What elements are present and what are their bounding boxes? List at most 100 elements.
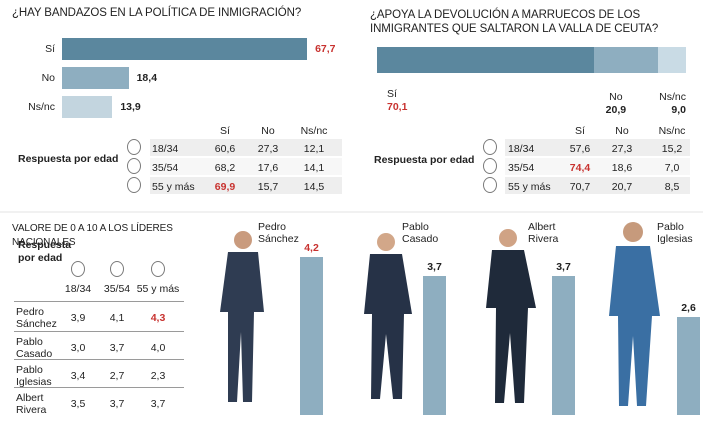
- cell: 70,7: [569, 181, 591, 193]
- cell: 68,2: [214, 162, 236, 174]
- bar: [677, 316, 700, 415]
- cell: 4,1: [109, 312, 125, 324]
- leader-figure: [364, 233, 412, 399]
- chart-title: VALORE DE 0 A 10 A LOS LÍDERES NACIONALE…: [12, 223, 173, 248]
- column-header: Ns/nc: [658, 125, 686, 137]
- column-header: No: [615, 125, 629, 137]
- category-label: No: [41, 72, 55, 84]
- chart-title: ¿HAY BANDAZOS EN LA POLÍTICA DE INMIGRAC…: [12, 7, 302, 19]
- cell: 3,5: [70, 398, 86, 410]
- row-label: Albert Rivera: [16, 392, 47, 416]
- cell: 3,7: [109, 342, 125, 354]
- value-label: 3,7: [556, 260, 571, 273]
- cell: 69,9: [214, 181, 236, 193]
- row-background: [505, 158, 690, 175]
- cell: 3,0: [70, 342, 86, 354]
- cell: 20,7: [611, 181, 633, 193]
- leader-figure: [486, 229, 536, 403]
- cell: 2,3: [150, 370, 166, 382]
- bar: [300, 256, 323, 415]
- bar: [62, 38, 308, 60]
- leader-name: Pablo Iglesias: [657, 221, 693, 245]
- chart-title: ¿APOYA LA DEVOLUCIÓN A MARRUECOS DE LOS …: [370, 9, 659, 35]
- age-icon: [127, 158, 141, 174]
- cell: 18,6: [611, 162, 633, 174]
- row-background: [150, 139, 342, 156]
- bar-segment: [377, 47, 594, 73]
- bar: [62, 96, 113, 118]
- age-icon: [483, 139, 497, 155]
- row-divider: [14, 331, 184, 332]
- value-label: 2,6: [681, 301, 696, 314]
- cell: 14,1: [303, 162, 325, 174]
- row-label: 55 y más: [152, 181, 195, 193]
- column-header: 35/54: [103, 283, 131, 295]
- bar-segment: [593, 47, 659, 73]
- cell: 4,0: [150, 342, 166, 354]
- row-background: [505, 139, 690, 156]
- row-divider: [14, 359, 184, 360]
- age-icon: [483, 177, 497, 193]
- row-background: [505, 177, 690, 194]
- row-label: 18/34: [152, 143, 179, 155]
- leader-name: Pablo Casado: [402, 221, 439, 245]
- column-header: Ns/nc: [300, 125, 328, 137]
- age-icon: [127, 177, 141, 193]
- row-background: [150, 158, 342, 175]
- age-icon: [110, 261, 124, 277]
- column-header: 18/34: [64, 283, 92, 295]
- cell: 60,6: [214, 143, 236, 155]
- category-label: Ns/nc: [28, 101, 55, 113]
- cell: 4,3: [150, 312, 166, 324]
- bar: [552, 275, 575, 415]
- age-icon: [127, 139, 141, 155]
- value-label: 4,2: [304, 241, 319, 254]
- category-label: Sí: [45, 43, 55, 55]
- row-label: 35/54: [152, 162, 179, 174]
- leader-name: Albert Rivera: [528, 221, 559, 245]
- row-label: 55 y más: [508, 181, 551, 193]
- cell: 3,4: [70, 370, 86, 382]
- cell: 3,7: [109, 398, 125, 410]
- category-label: Ns/nc: [659, 91, 686, 103]
- value-label: 3,7: [427, 260, 442, 273]
- row-label: Pablo Iglesias: [16, 364, 52, 388]
- cell: 17,6: [257, 162, 279, 174]
- age-icon: [151, 261, 165, 277]
- leader-name: Pedro Sánchez: [258, 221, 299, 245]
- bar-segment: [658, 47, 686, 73]
- value-label: 13,9: [120, 101, 141, 113]
- value-label: 67,7: [315, 43, 336, 55]
- row-divider: [14, 387, 184, 388]
- cell: 2,7: [109, 370, 125, 382]
- leader-figure: [609, 222, 660, 406]
- row-label: 35/54: [508, 162, 535, 174]
- row-label: Pedro Sánchez: [16, 306, 57, 330]
- value-label: 18,4: [136, 72, 158, 84]
- bar: [423, 275, 446, 415]
- row-label: 18/34: [508, 143, 535, 155]
- cell: 3,7: [150, 398, 166, 410]
- cell: 27,3: [257, 143, 279, 155]
- value-label: 70,1: [387, 101, 408, 113]
- leader-figure: [220, 231, 264, 402]
- category-label: Sí: [387, 88, 397, 100]
- row-label: Pablo Casado: [16, 336, 53, 360]
- cell: 14,5: [303, 181, 325, 193]
- age-icon: [71, 261, 85, 277]
- age-icon: [483, 158, 497, 174]
- cell: 57,6: [569, 143, 591, 155]
- table-label: Respuesta por edad: [18, 153, 119, 165]
- value-label: 9,0: [671, 104, 686, 116]
- row-divider: [14, 301, 184, 302]
- table-label: Respuesta por edad: [18, 239, 72, 264]
- row-background: [150, 177, 342, 194]
- value-label: 20,9: [605, 104, 627, 116]
- cell: 8,5: [664, 181, 680, 193]
- cell: 3,9: [70, 312, 86, 324]
- table-label: Respuesta por edad: [374, 154, 475, 166]
- column-header: 55 y más: [136, 283, 180, 295]
- cell: 15,2: [661, 143, 683, 155]
